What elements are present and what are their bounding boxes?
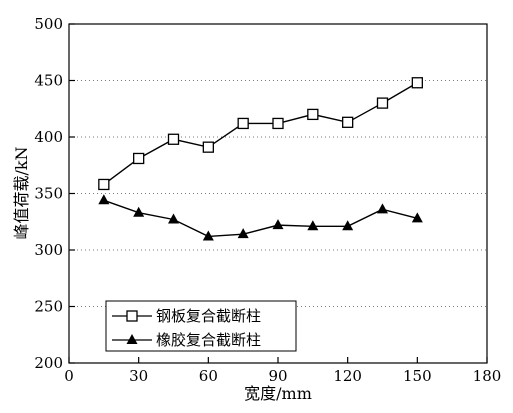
data-point-square <box>133 152 145 165</box>
data-point-triangle <box>168 213 179 224</box>
legend-entry-1: 钢板复合截断柱 <box>112 307 261 325</box>
x-tick-label: 180 <box>473 367 502 385</box>
data-point-square <box>167 133 180 145</box>
data-point-square <box>307 108 319 121</box>
data-point-triangle <box>98 194 110 205</box>
legend-triangle-marker <box>126 334 138 344</box>
legend-square-marker <box>126 310 138 322</box>
data-point-square <box>98 178 110 191</box>
x-axis-title: 宽度/mm <box>244 384 312 403</box>
x-tick-label: 90 <box>268 367 287 385</box>
series-line <box>103 199 418 238</box>
x-tick-label: 150 <box>403 367 432 385</box>
series-layer <box>98 77 423 241</box>
data-point-triangle <box>307 220 319 231</box>
data-point-triangle <box>202 230 214 241</box>
y-tick-label: 400 <box>34 128 63 146</box>
y-tick-label: 250 <box>34 298 63 316</box>
data-point-triangle <box>237 228 249 239</box>
x-tick-label: 120 <box>333 367 362 385</box>
y-tick-label: 500 <box>34 15 63 33</box>
series-1 <box>98 77 423 191</box>
series-2 <box>98 194 423 241</box>
y-axis-title: 峰值荷载/kN <box>12 146 31 239</box>
x-tick-label: 30 <box>129 367 148 385</box>
data-point-triangle <box>342 220 354 231</box>
legend-box <box>105 300 297 352</box>
data-point-square <box>237 117 249 130</box>
legend-label-2: 橡胶复合截断柱 <box>156 331 261 349</box>
legend-label-1: 钢板复合截断柱 <box>156 307 261 325</box>
data-point-square <box>411 77 423 89</box>
y-tick-label: 350 <box>34 185 63 203</box>
ticks-layer: 200 250 300 350 400 450 500 0 30 60 90 120 150 180 <box>34 15 501 385</box>
legend-entry-2: 橡胶复合截断柱 <box>112 331 261 349</box>
data-point-square <box>272 117 284 130</box>
data-point-triangle <box>411 212 423 223</box>
series-line <box>103 82 418 186</box>
data-point-square <box>202 141 214 153</box>
legend: 钢板复合截断柱 橡胶复合截断柱 <box>105 300 297 352</box>
y-tick-label: 200 <box>34 354 63 372</box>
x-tick-label: 60 <box>199 367 218 385</box>
data-point-triangle <box>272 219 284 230</box>
data-point-square <box>376 97 389 109</box>
data-point-square <box>342 116 354 128</box>
data-point-triangle <box>377 203 388 214</box>
data-point-triangle <box>133 206 145 217</box>
grid-layer <box>69 80 487 307</box>
y-tick-label: 300 <box>34 241 63 259</box>
x-tick-label: 0 <box>64 367 74 385</box>
y-tick-label: 450 <box>34 72 63 90</box>
